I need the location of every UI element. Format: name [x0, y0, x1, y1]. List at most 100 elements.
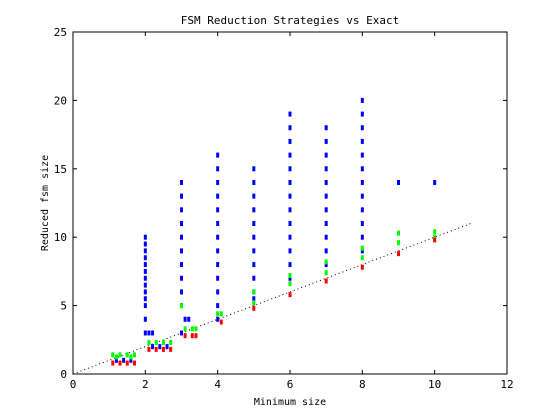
y-tick-label: 10 — [54, 231, 67, 244]
x-tick-label: 4 — [214, 378, 221, 391]
data-point — [216, 179, 220, 185]
data-point — [180, 262, 183, 268]
data-point — [397, 240, 400, 246]
data-point — [180, 193, 183, 199]
data-point — [143, 248, 147, 254]
series-0 — [114, 97, 437, 363]
data-point — [252, 305, 256, 311]
data-point — [288, 273, 292, 279]
axes-layer: 0 2 4 6 8 10 12 0 5 10 15 20 25 — [54, 26, 514, 391]
data-point — [180, 221, 183, 227]
data-point — [125, 360, 129, 366]
data-point — [143, 303, 147, 309]
data-point — [190, 333, 194, 339]
data-point — [183, 326, 187, 332]
data-point — [288, 262, 292, 268]
data-point — [360, 111, 364, 117]
data-point — [216, 152, 220, 158]
data-point — [143, 296, 147, 302]
x-tick-label: 12 — [500, 378, 513, 391]
data-point — [132, 360, 136, 366]
y-tick-label: 25 — [54, 26, 67, 39]
data-point — [360, 248, 364, 254]
data-point — [143, 262, 147, 268]
data-point — [288, 152, 292, 158]
data-point — [324, 125, 328, 131]
data-point — [180, 234, 183, 240]
data-point — [324, 278, 328, 284]
data-point — [252, 300, 256, 306]
data-point — [216, 303, 220, 309]
data-point — [111, 360, 115, 366]
x-tick-label: 6 — [287, 378, 294, 391]
data-point — [180, 289, 183, 295]
data-point — [216, 193, 220, 199]
data-point — [288, 166, 292, 172]
data-point — [433, 179, 437, 185]
data-point — [180, 330, 183, 336]
data-point — [252, 262, 256, 268]
data-point — [161, 346, 165, 352]
data-point — [252, 275, 256, 281]
data-point — [288, 234, 292, 240]
data-point — [147, 346, 151, 352]
data-point — [360, 166, 364, 172]
series-2 — [111, 237, 437, 366]
data-point — [143, 282, 147, 288]
data-point — [219, 311, 223, 317]
x-tick-label: 2 — [142, 378, 149, 391]
data-point — [397, 179, 400, 185]
data-point — [288, 248, 292, 254]
data-point — [360, 264, 364, 270]
data-point — [288, 221, 292, 227]
data-point — [360, 221, 364, 227]
data-point — [252, 248, 256, 254]
y-tick-label: 15 — [54, 163, 67, 176]
data-point — [143, 316, 147, 322]
data-point — [194, 326, 198, 332]
data-point — [324, 138, 328, 144]
data-point — [111, 352, 115, 358]
data-point — [324, 259, 328, 265]
data-point — [288, 193, 292, 199]
data-point — [143, 268, 147, 274]
data-point — [118, 352, 122, 358]
data-point — [324, 262, 328, 268]
data-point — [360, 193, 364, 199]
data-point — [360, 245, 364, 251]
data-point — [216, 316, 220, 322]
data-point — [187, 316, 191, 322]
data-point — [360, 152, 364, 158]
data-point — [158, 344, 162, 350]
data-point — [360, 179, 364, 185]
data-point — [288, 207, 292, 213]
x-tick-label: 10 — [428, 378, 441, 391]
data-point — [288, 111, 292, 117]
data-point — [219, 319, 223, 325]
data-point — [324, 166, 328, 172]
data-point — [143, 241, 147, 247]
data-point — [183, 333, 187, 339]
data-point — [360, 97, 364, 103]
data-point — [324, 193, 328, 199]
data-point — [180, 275, 183, 281]
data-point — [360, 125, 364, 131]
data-point — [216, 248, 220, 254]
data-point — [147, 340, 151, 346]
data-point — [143, 289, 147, 295]
data-point — [360, 234, 364, 240]
data-point — [216, 311, 220, 317]
data-point — [252, 166, 256, 172]
data-point — [154, 346, 158, 352]
data-point — [132, 352, 136, 358]
data-point — [397, 230, 400, 236]
data-point — [288, 138, 292, 144]
x-tick-label: 0 — [70, 378, 77, 391]
series-1 — [111, 229, 437, 360]
data-point — [433, 237, 437, 243]
data-point — [216, 289, 220, 295]
data-point — [252, 207, 256, 213]
data-point — [324, 248, 328, 254]
data-point — [433, 234, 437, 240]
